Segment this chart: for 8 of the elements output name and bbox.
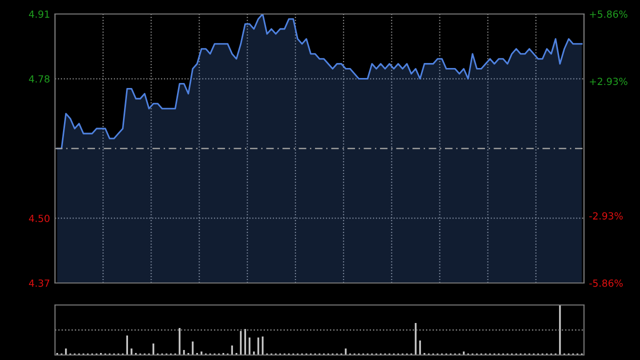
y-tick-label: 4.78: [28, 75, 50, 83]
y2-tick-label: +2.93%: [590, 78, 628, 86]
y2-tick-label: +5.86%: [590, 10, 628, 18]
y-tick-label: 4.50: [28, 214, 50, 222]
y-tick-label: 4.37: [28, 279, 50, 287]
y2-tick-label: -5.86%: [589, 279, 623, 287]
y2-tick-label: -2.93%: [589, 212, 623, 220]
y-tick-label: 4.91: [28, 10, 50, 18]
